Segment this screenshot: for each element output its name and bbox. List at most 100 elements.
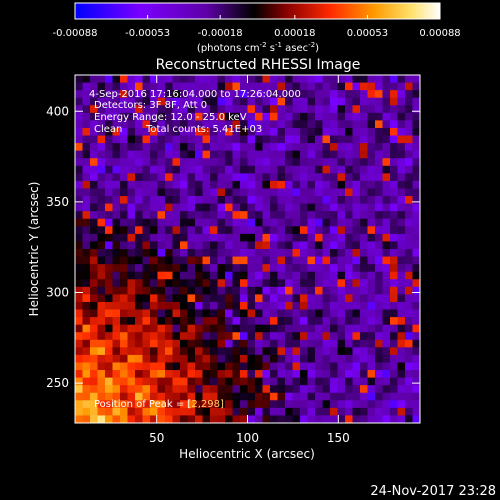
heatmap-cell [187,150,196,159]
heatmap-cell [217,385,226,394]
heatmap-cell [127,370,136,379]
heatmap-cell [225,127,233,136]
heatmap-cell [322,317,331,326]
heatmap-cell [345,143,353,152]
heatmap-cell [337,400,346,409]
heatmap-cell [112,143,121,152]
heatmap-cell [82,249,91,257]
heatmap-cell [97,97,106,106]
heatmap-cell [345,226,353,235]
heatmap-cell [262,362,271,371]
heatmap-cell [240,180,248,189]
heatmap-cell [300,180,308,189]
heatmap-cell [345,150,353,159]
heatmap-cell [112,407,121,416]
heatmap-cell [157,256,166,265]
heatmap-cell [255,271,263,280]
heatmap-cell [390,332,398,341]
heatmap-cell [360,112,368,121]
heatmap-cell [150,377,158,386]
heatmap-cell [337,286,346,295]
heatmap-cell [322,324,331,333]
heatmap-cell [360,105,368,114]
heatmap-cell [352,127,361,136]
heatmap-cell [187,354,196,363]
heatmap-cell [307,317,316,326]
heatmap-cell [97,188,106,197]
heatmap-cell [217,150,226,159]
heatmap-cell [135,264,143,273]
heatmap-cell [165,339,173,348]
heatmap-cell [202,279,211,288]
heatmap-cell [232,203,241,212]
heatmap-cell [97,150,106,159]
heatmap-cell [165,362,173,371]
heatmap-cell [375,317,383,326]
heatmap-cell [375,370,383,379]
heatmap-cell [187,271,196,280]
heatmap-cell [90,347,98,356]
heatmap-cell [150,339,158,348]
heatmap-cell [75,400,83,409]
heatmap-cell [330,400,338,409]
heatmap-cell [225,354,233,363]
heatmap-cell [405,339,413,348]
heatmap-cell [75,324,83,333]
heatmap-cell [285,392,293,401]
heatmap-cell [210,309,218,318]
heatmap-cell [247,211,256,220]
heatmap-cell [112,120,121,129]
heatmap-cell [330,271,338,280]
heatmap-cell [90,392,98,401]
heatmap-cell [105,196,113,205]
heatmap-cell [330,317,338,326]
heatmap-cell [277,241,286,250]
heatmap-cell [165,271,173,280]
heatmap-cell [330,309,338,318]
heatmap-cell [405,165,413,174]
heatmap-cell [112,165,121,174]
heatmap-cell [412,392,420,401]
heatmap-cell [255,150,263,159]
heatmap-cell [397,415,406,423]
heatmap-cell [412,135,420,144]
heatmap-cell [240,370,248,379]
heatmap-cell [240,196,248,205]
heatmap-cell [90,165,98,174]
heatmap-cell [307,158,316,167]
heatmap-cell [187,332,196,341]
heatmap-cell [397,339,406,348]
heatmap-cell [262,271,271,280]
heatmap-cell [300,143,308,152]
heatmap-cell [330,211,338,220]
heatmap-cell [322,339,331,348]
heatmap-cell [247,218,256,227]
heatmap-cell [232,332,241,341]
y-tick-label: 300 [46,286,69,300]
heatmap-cell [157,324,166,333]
heatmap-cell [352,332,361,341]
heatmap-cell [180,143,188,152]
heatmap-cell [247,158,256,167]
heatmap-cell [382,407,391,416]
heatmap-cell [285,90,293,99]
heatmap-cell [105,241,113,250]
heatmap-cell [397,90,406,99]
heatmap-cell [142,400,151,409]
heatmap-cell [210,271,218,280]
heatmap-cell [412,362,420,371]
heatmap-cell [255,173,263,182]
heatmap-cell [105,75,113,83]
heatmap-cell [255,218,263,227]
heatmap-cell [397,112,406,121]
heatmap-cell [150,286,158,295]
heatmap-cell [157,400,166,409]
heatmap-cell [247,324,256,333]
heatmap-cell [180,196,188,205]
heatmap-cell [270,97,278,106]
heatmap-cell [157,294,166,303]
heatmap-cell [247,165,256,174]
heatmap-cell [382,392,391,401]
heatmap-cell [75,135,83,144]
heatmap-cell [307,211,316,220]
